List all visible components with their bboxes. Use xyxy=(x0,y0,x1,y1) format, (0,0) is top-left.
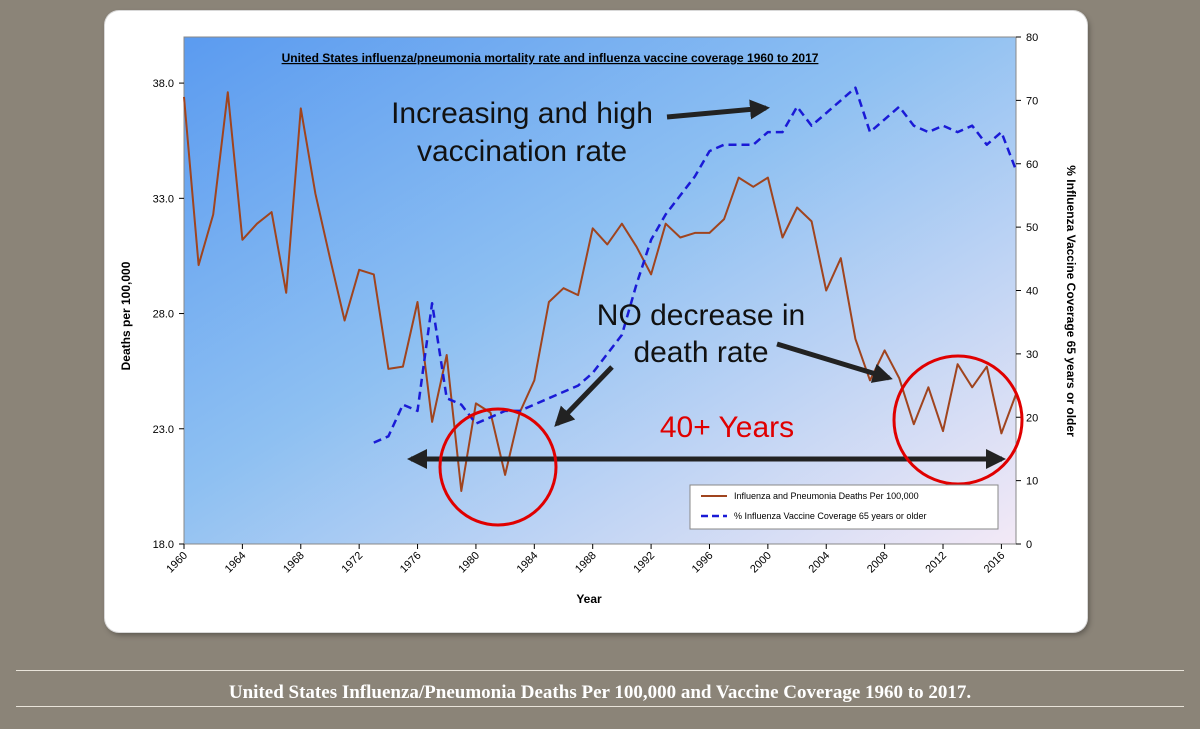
x-tick-label: 1980 xyxy=(456,550,482,576)
chart-card: United States influenza/pneumonia mortal… xyxy=(105,11,1087,632)
annotation-vaccination-line1: Increasing and high xyxy=(391,97,653,130)
x-tick-label: 1996 xyxy=(690,550,716,576)
x-tick-label: 2004 xyxy=(807,550,833,576)
y-right-tick-label: 60 xyxy=(1026,159,1038,171)
legend-label-vaccine: % Influenza Vaccine Coverage 65 years or… xyxy=(734,511,926,521)
x-tick-label: 1976 xyxy=(398,550,424,576)
highlight-circle-1980s xyxy=(438,407,558,527)
y-right-tick-label: 10 xyxy=(1026,476,1038,488)
x-tick-label: 2000 xyxy=(748,550,774,576)
y-right-tick-label: 80 xyxy=(1026,32,1038,44)
y-axis-left-title: Deaths per 100,000 xyxy=(119,261,133,370)
x-tick-label: 1992 xyxy=(631,550,657,576)
legend-label-deaths: Influenza and Pneumonia Deaths Per 100,0… xyxy=(734,491,919,501)
caption-rule-bottom xyxy=(16,706,1184,707)
highlight-circle-2010s xyxy=(892,354,1024,486)
y-axis-left-ticks: 18.0 23.0 28.0 33.0 38.0 xyxy=(153,78,184,551)
x-tick-label: 1968 xyxy=(281,550,307,576)
x-tick-label: 2008 xyxy=(865,550,891,576)
annotation-arrow-vaccination xyxy=(666,99,770,120)
y-right-tick-label: 70 xyxy=(1026,95,1038,107)
y-right-tick-label: 0 xyxy=(1026,539,1032,551)
figure-caption: United States Influenza/Pneumonia Deaths… xyxy=(228,682,972,703)
x-axis-ticks: 1960 1964 1968 1972 1976 1980 1984 1988 1992 1996… xyxy=(164,544,1008,576)
x-tick-label: 1988 xyxy=(573,550,599,576)
x-tick-label: 1984 xyxy=(515,550,541,576)
annotation-40-years: 40+ Years xyxy=(660,411,794,444)
y-left-tick-label: 38.0 xyxy=(153,78,174,90)
y-right-tick-label: 20 xyxy=(1026,412,1038,424)
legend: Influenza and Pneumonia Deaths Per 100,0… xyxy=(689,484,999,530)
caption-rule-top xyxy=(16,670,1184,671)
y-right-tick-label: 50 xyxy=(1026,222,1038,234)
annotation-vaccination-line2: vaccination rate xyxy=(417,135,627,168)
x-tick-label: 1964 xyxy=(223,550,249,576)
annotation-death-rate-line1: NO decrease in xyxy=(597,299,805,332)
y-left-tick-label: 33.0 xyxy=(153,193,174,205)
x-tick-label: 1960 xyxy=(164,550,190,576)
x-tick-label: 1972 xyxy=(339,550,365,576)
y-left-tick-label: 18.0 xyxy=(153,539,174,551)
x-axis-title: Year xyxy=(576,592,602,606)
y-left-tick-label: 28.0 xyxy=(153,309,174,321)
x-tick-label: 2012 xyxy=(923,550,949,576)
x-tick-label: 2016 xyxy=(982,550,1008,576)
y-axis-right-ticks: 0 10 20 30 40 50 60 70 80 xyxy=(1016,32,1038,551)
chart-title: United States influenza/pneumonia mortal… xyxy=(282,51,819,65)
y-axis-right-title: % Influenza Vaccine Coverage 65 years or… xyxy=(1064,165,1078,437)
y-left-tick-label: 23.0 xyxy=(153,424,174,436)
y-right-tick-label: 30 xyxy=(1026,349,1038,361)
chart: United States influenza/pneumonia mortal… xyxy=(119,32,1078,606)
annotation-arrow-death-rate-left xyxy=(554,365,614,427)
annotation-death-rate-line2: death rate xyxy=(633,336,768,369)
annotation-arrow-death-rate-right xyxy=(776,341,893,383)
y-right-tick-label: 40 xyxy=(1026,286,1038,298)
